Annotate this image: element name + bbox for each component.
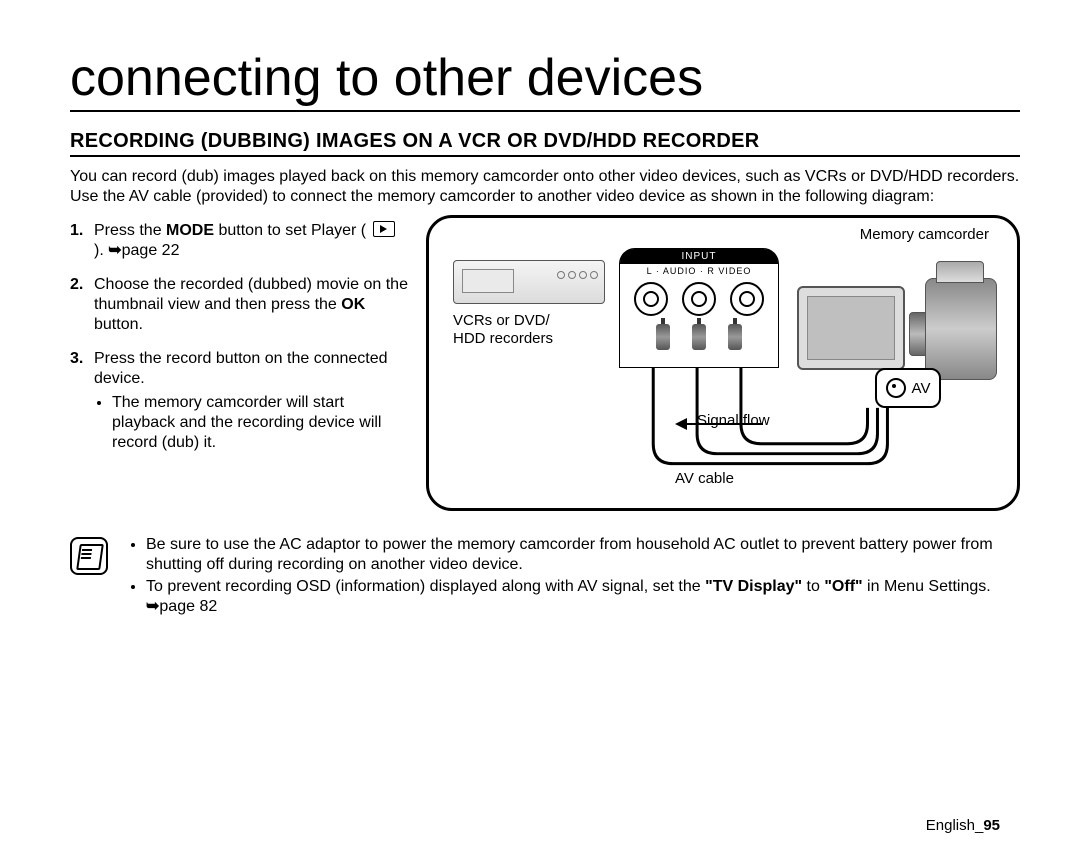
- connection-diagram: Memory camcorder VCRs or DVD/ HDD record…: [426, 215, 1020, 511]
- section-heading: RECORDING (DUBBING) IMAGES ON A VCR OR D…: [70, 130, 1020, 157]
- camcorder-body-icon: [925, 278, 997, 380]
- label-av-cable: AV cable: [675, 470, 734, 487]
- signal-flow-arrow-icon: [675, 414, 765, 434]
- step-2: 2. Choose the recorded (dubbed) movie on…: [70, 275, 410, 335]
- mode-bold: MODE: [166, 222, 214, 239]
- rca-plug-icon: [656, 324, 670, 350]
- rca-plugs: [620, 324, 778, 350]
- note-item: To prevent recording OSD (information) d…: [146, 577, 1020, 617]
- page-footer: English_95: [926, 817, 1000, 834]
- label-vcr-line2: HDD recorders: [453, 330, 553, 347]
- vcr-dials-icon: [557, 271, 598, 279]
- notes-list: Be sure to use the AC adaptor to power t…: [126, 535, 1020, 619]
- input-sub-label: L · AUDIO · R VIDEO: [620, 266, 778, 276]
- steps-column: 1. Press the MODE button to set Player (…: [70, 215, 410, 467]
- camcorder-screen-icon: [797, 286, 905, 370]
- input-panel: INPUT L · AUDIO · R VIDEO: [619, 248, 779, 368]
- player-mode-icon: [373, 221, 395, 237]
- steps-list: 1. Press the MODE button to set Player (…: [70, 221, 410, 453]
- rca-jack-icon: [682, 282, 716, 316]
- step-number: 3.: [70, 349, 83, 369]
- page-ref-arrow-icon: ➥: [146, 598, 159, 615]
- note-text: to: [802, 578, 824, 595]
- off-bold: "Off": [824, 578, 862, 595]
- note-text: in Menu Settings.: [863, 578, 991, 595]
- page-title: connecting to other devices: [70, 48, 1020, 112]
- ok-bold: OK: [341, 296, 365, 313]
- step-3: 3. Press the record button on the connec…: [70, 349, 410, 453]
- vcr-illustration: [453, 260, 605, 304]
- tv-display-bold: "TV Display": [705, 578, 802, 595]
- rca-jacks: [620, 282, 778, 316]
- rca-jack-icon: [730, 282, 764, 316]
- step-number: 2.: [70, 275, 83, 295]
- content-row: 1. Press the MODE button to set Player (…: [70, 215, 1020, 511]
- step-text: button to set Player (: [214, 222, 371, 239]
- step-3-sublist: The memory camcorder will start playback…: [112, 393, 410, 453]
- intro-paragraph: You can record (dub) images played back …: [70, 167, 1020, 207]
- step-text: Press the record button on the connected…: [94, 350, 388, 387]
- step-text: button.: [94, 316, 143, 333]
- av-label: AV: [912, 380, 931, 397]
- note-text: To prevent recording OSD (information) d…: [146, 578, 705, 595]
- step-text: Press the: [94, 222, 166, 239]
- note-icon: [70, 537, 108, 575]
- footer-lang: English: [926, 817, 975, 834]
- av-jack-icon: [886, 378, 906, 398]
- step-number: 1.: [70, 221, 83, 241]
- manual-page: connecting to other devices RECORDING (D…: [0, 0, 1080, 868]
- label-memory-camcorder: Memory camcorder: [860, 226, 989, 243]
- page-ref-arrow-icon: ➥: [108, 242, 121, 259]
- note-item: Be sure to use the AC adaptor to power t…: [146, 535, 1020, 575]
- rca-jack-icon: [634, 282, 668, 316]
- notes-section: Be sure to use the AC adaptor to power t…: [70, 535, 1020, 619]
- step-1: 1. Press the MODE button to set Player (…: [70, 221, 410, 261]
- note-text: Be sure to use the AC adaptor to power t…: [146, 536, 993, 573]
- input-header: INPUT: [620, 249, 778, 264]
- step-text: ).: [94, 242, 108, 259]
- footer-page-number: 95: [983, 817, 1000, 834]
- page-ref: page 82: [159, 598, 217, 615]
- rca-plug-icon: [692, 324, 706, 350]
- step-3-sub: The memory camcorder will start playback…: [112, 393, 410, 453]
- page-ref: page 22: [122, 242, 180, 259]
- rca-plug-icon: [728, 324, 742, 350]
- av-jack-badge: AV: [875, 368, 941, 408]
- label-vcr-line1: VCRs or DVD/: [453, 312, 550, 329]
